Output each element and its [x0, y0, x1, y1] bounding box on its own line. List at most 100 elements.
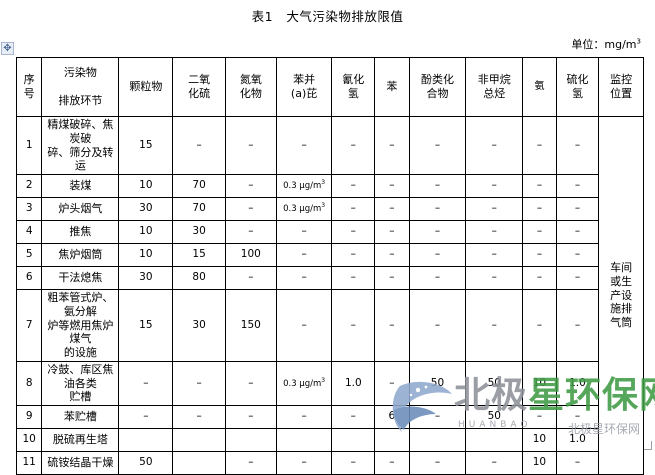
cell-benzo-a-pyrene: – — [275, 405, 333, 429]
cell-benzo-a-pyrene: 0.3 μg/m3 — [275, 197, 333, 221]
cell-row-number: 5 — [15, 243, 43, 267]
cell-so2 — [172, 428, 226, 452]
cell-benzene: – — [374, 360, 410, 407]
cell-benzo-a-pyrene: – — [275, 451, 333, 475]
cell-so2: – — [172, 405, 226, 429]
cell-emission-stage: 粗苯管式炉、氨分解 炉等燃用焦炉煤气 的设施 — [41, 289, 120, 362]
cell-row-number: 1 — [15, 116, 43, 175]
cell-ammonia: – — [522, 174, 557, 198]
table-row: 8 冷鼓、库区焦油各类 贮槽 – – –0.3 μg/m3 1.0–50 50 10 1.0 — [15, 360, 644, 407]
cell-row-number: 7 — [15, 289, 43, 362]
cell-hydrogen-cyanide: – — [331, 243, 376, 267]
table-row: 11 硫铵结晶干燥 50– – – – – –10– — [15, 451, 644, 475]
cell-so2 — [172, 451, 226, 475]
cell-nox: – — [224, 174, 277, 198]
col-header-stage: 污染物 排放环节 — [41, 57, 120, 117]
col-header-phenols: 酚类化 合物 — [408, 57, 467, 117]
cell-row-number: 2 — [15, 174, 43, 198]
cell-hydrogen-sulfide: – — [555, 405, 600, 429]
col-header-nox: 氮氧 化物 — [224, 57, 277, 117]
cell-row-number: 11 — [15, 451, 43, 475]
value-with-unit: 0.3 μg/m3 — [283, 376, 326, 389]
cell-hydrogen-cyanide: – — [331, 451, 376, 475]
cell-hydrogen-sulfide: 1.0 — [555, 360, 600, 407]
cell-phenols: – — [408, 405, 467, 429]
cell-nmhc: – — [465, 266, 524, 290]
cell-so2: 15 — [172, 243, 226, 267]
cell-row-number: 3 — [15, 197, 43, 221]
cell-emission-stage: 冷鼓、库区焦油各类 贮槽 — [41, 360, 120, 407]
cell-emission-stage: 脱硫再生塔 — [41, 428, 120, 452]
cell-benzene: – — [374, 197, 410, 221]
cell-emission-stage: 推焦 — [41, 220, 120, 244]
unit-label: 单位：mg/m3 — [571, 36, 641, 52]
cell-ammonia: – — [522, 266, 557, 290]
cell-nmhc: – — [465, 243, 524, 267]
cell-phenols: – — [408, 220, 467, 244]
cell-phenols: – — [408, 174, 467, 198]
value-with-unit: 0.3 μg/m3 — [283, 179, 326, 192]
cell-nox: – — [224, 405, 277, 429]
cell-particulate: 30 — [118, 197, 174, 221]
cell-hydrogen-cyanide — [331, 428, 376, 452]
cell-emission-stage: 炉头烟气 — [41, 197, 120, 221]
cell-ammonia: – — [522, 197, 557, 221]
cell-nmhc: 50 — [465, 360, 524, 407]
cell-row-number: 8 — [15, 360, 43, 407]
cell-nmhc: 50 — [465, 405, 524, 429]
cell-hydrogen-sulfide: 1.0 — [555, 428, 600, 452]
cell-hydrogen-sulfide: – — [555, 266, 600, 290]
value-with-unit: 0.3 μg/m3 — [283, 202, 326, 215]
table-row: 3 炉头烟气 30 70–0.3 μg/m3– – – – – – — [15, 197, 644, 221]
table-row: 7 粗苯管式炉、氨分解 炉等燃用焦炉煤气 的设施 15 30 150– – – – – – – — [15, 289, 644, 362]
cell-benzene: – — [374, 174, 410, 198]
cell-so2: 30 — [172, 289, 226, 362]
cell-benzene: – — [374, 451, 410, 475]
cell-phenols: – — [408, 197, 467, 221]
cell-ammonia: – — [522, 116, 557, 175]
cell-nmhc: – — [465, 289, 524, 362]
table-header-row: 序 号 污染物 排放环节 颗粒物 二氧 化硫 氮氧 化物 苯并 (a)芘 氰化 … — [15, 57, 644, 117]
col-header-index: 序 号 — [15, 57, 43, 117]
cell-hydrogen-cyanide: 1.0 — [331, 360, 376, 407]
cell-hydrogen-sulfide: – — [555, 243, 600, 267]
cell-particulate: 10 — [118, 174, 174, 198]
cell-particulate: 50 — [118, 451, 174, 475]
cell-so2: 70 — [172, 197, 226, 221]
cell-row-number: 10 — [15, 428, 43, 452]
cell-so2: 80 — [172, 266, 226, 290]
col-header-benzo-a-pyrene: 苯并 (a)芘 — [275, 57, 333, 117]
cell-particulate: 15 — [118, 116, 174, 175]
table-row: 4 推焦 10 30– – – – – – – – — [15, 220, 644, 244]
page-corner-mark — [644, 441, 652, 450]
cell-nmhc: – — [465, 197, 524, 221]
cell-hydrogen-cyanide: – — [331, 405, 376, 429]
cell-nmhc: – — [465, 116, 524, 175]
cell-particulate: – — [118, 360, 174, 407]
cell-hydrogen-sulfide: – — [555, 220, 600, 244]
cell-phenols: – — [408, 116, 467, 175]
cell-emission-stage: 硫铵结晶干燥 — [41, 451, 120, 475]
cell-benzo-a-pyrene: – — [275, 289, 333, 362]
cell-particulate: 10 — [118, 243, 174, 267]
table-move-handle-icon[interactable]: ✥ — [1, 42, 14, 55]
cell-so2: – — [172, 360, 226, 407]
cell-phenols: – — [408, 451, 467, 475]
cell-hydrogen-cyanide: – — [331, 289, 376, 362]
cell-nox: – — [224, 360, 277, 407]
cell-hydrogen-sulfide: – — [555, 197, 600, 221]
cell-nox: – — [224, 266, 277, 290]
cell-hydrogen-cyanide: – — [331, 266, 376, 290]
emission-limits-table: 序 号 污染物 排放环节 颗粒物 二氧 化硫 氮氧 化物 苯并 (a)芘 氰化 … — [15, 57, 644, 475]
cell-hydrogen-cyanide: – — [331, 174, 376, 198]
table-row: 10 脱硫再生塔 10 1.0 — [15, 428, 644, 452]
cell-nox: – — [224, 220, 277, 244]
cell-phenols: 50 — [408, 360, 467, 407]
cell-emission-stage: 苯贮槽 — [41, 405, 120, 429]
col-header-benzene: 苯 — [374, 57, 410, 117]
cell-phenols — [408, 428, 467, 452]
cell-hydrogen-cyanide: – — [331, 116, 376, 175]
cell-benzo-a-pyrene: 0.3 μg/m3 — [275, 174, 333, 198]
table-body: 1 精煤破碎、焦炭破 碎、筛分及转运 15– – – – – – – – – 车间 或生 产设 施排 … — [15, 116, 644, 475]
col-header-hydrogen-sulfide: 硫化 氢 — [555, 57, 600, 117]
